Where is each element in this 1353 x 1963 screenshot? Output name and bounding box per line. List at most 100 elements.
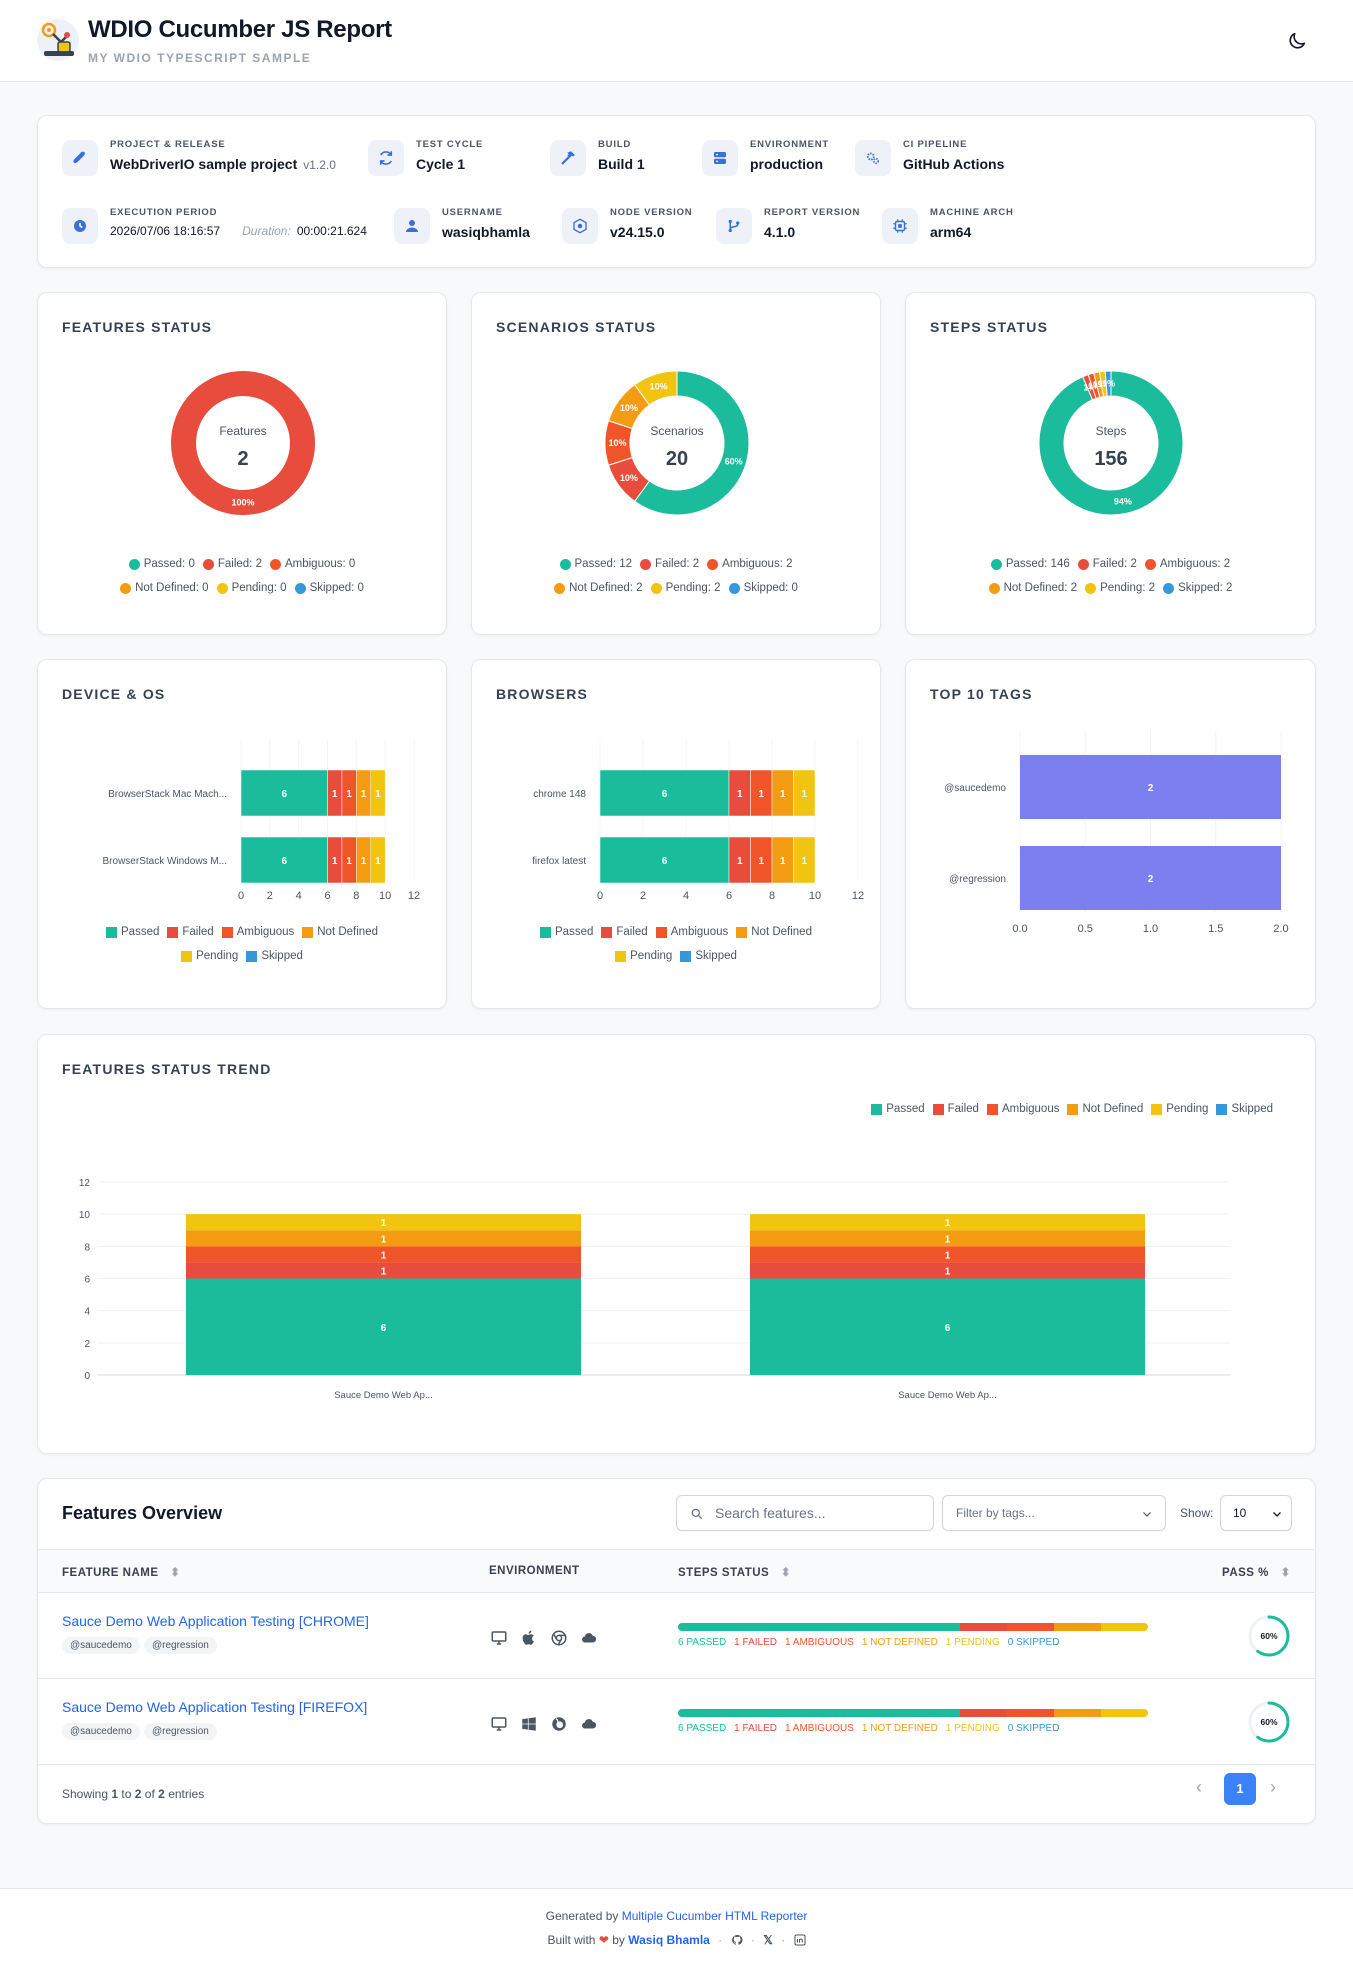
legend-item: Not Defined: [302, 926, 378, 938]
y-tick-label: 6: [84, 1275, 90, 1286]
legend-swatch: [736, 926, 748, 938]
metadata-card: PROJECT & RELEASE WebDriverIO sample pro…: [37, 115, 1316, 268]
donut-center-total: 156: [1094, 448, 1127, 470]
donut-slice-passed: [633, 370, 750, 516]
bar-data-label: 1: [758, 789, 764, 800]
author-link[interactable]: Wasiq Bhamla: [628, 1933, 710, 1947]
bar-data-label: 1: [375, 856, 381, 867]
bar-data-label: 1: [801, 789, 807, 800]
bar-data-label: 1: [737, 856, 743, 867]
bar-data-label: 1: [801, 856, 807, 867]
col-feature-name[interactable]: FEATURE NAME ⬍: [62, 1567, 181, 1579]
table-row: Sauce Demo Web Application Testing [CHRO…: [38, 1593, 1315, 1679]
y-tick-label: 8: [84, 1242, 90, 1253]
donut-data-label: 1%: [1093, 380, 1106, 390]
x-tick-label: 4: [296, 890, 302, 902]
tag-filter-select[interactable]: Filter by tags...: [942, 1495, 1166, 1531]
bar-data-label: 6: [281, 856, 287, 867]
ring-progress: [1248, 1701, 1290, 1743]
github-icon[interactable]: [731, 1934, 743, 1946]
device-os-card: DEVICE & OS 0 2 4 6 8 10 12 BrowserStack Mac Ma…: [37, 659, 447, 1009]
page-1-button[interactable]: 1: [1224, 1773, 1256, 1805]
steps-segment-not_defined: [1054, 1709, 1101, 1717]
tag-filter-placeholder: Filter by tags...: [956, 1506, 1035, 1520]
legend-dot: [120, 582, 132, 594]
steps-segment-pending: [1101, 1709, 1148, 1717]
steps-status-labels: 6 PASSED 1 FAILED 1 AMBIGUOUS 1 NOT DEFINED…: [678, 1637, 1067, 1648]
legend-item: Failed: [601, 926, 648, 938]
steps-count-label: 1 PENDING: [945, 1637, 1000, 1648]
donut-data-label: 60%: [725, 456, 743, 466]
legend-dot: [216, 582, 228, 594]
legend-dot: [990, 558, 1002, 570]
search-input[interactable]: Search features...: [676, 1495, 934, 1531]
x-tick-label: 8: [769, 890, 775, 902]
donut-data-label: 10%: [608, 438, 626, 448]
legend-item: Not Defined: 2: [988, 582, 1077, 594]
legend-item: Not Defined: 0: [120, 582, 209, 594]
browsers-card: BROWSERS 0 2 4 6 8 10 12 chrome 148 6 1 1 1 1 firefox…: [471, 659, 881, 1009]
tag-bar: [1020, 846, 1281, 910]
x-tick-label: Sauce Demo Web Ap...: [898, 1390, 997, 1401]
legend-dot: [294, 582, 306, 594]
donut-center-label: Scenarios: [650, 424, 703, 438]
arch-value: arm64: [930, 224, 972, 240]
legend-item: Not Defined: 2: [554, 582, 643, 594]
col-steps-status[interactable]: STEPS STATUS ⬍: [678, 1567, 792, 1579]
scenarios-status-card: SCENARIOS STATUS 60% 10% 10% 10% 10% Scenario…: [471, 292, 881, 635]
x-tick-label: 0: [597, 890, 603, 902]
x-tick-label: 2: [267, 890, 273, 902]
donut-slice-failed: [171, 371, 315, 515]
legend-swatch: [932, 1103, 944, 1115]
generator-link[interactable]: Multiple Cucumber HTML Reporter: [621, 1909, 808, 1923]
steps-segment-passed: [678, 1623, 960, 1631]
apple-icon: [522, 1630, 534, 1645]
steps-count-label: 1 PENDING: [945, 1723, 1000, 1734]
x-twitter-icon[interactable]: 𝕏: [763, 1933, 773, 1947]
legend-dot: [728, 582, 740, 594]
donut-slice-skipped: [1104, 370, 1112, 397]
duration-label: Duration:: [242, 224, 291, 238]
legend-item: Ambiguous: 0: [269, 558, 355, 570]
bar-segment-passed: [240, 836, 328, 884]
steps-status-title: STEPS STATUS: [930, 319, 1049, 335]
x-tick-label: 2: [640, 890, 646, 902]
legend-item: Ambiguous: 2: [707, 558, 792, 570]
desktop-icon: [491, 1631, 507, 1645]
linkedin-icon[interactable]: [794, 1934, 806, 1946]
page-size-select[interactable]: 10: [1220, 1495, 1292, 1531]
legend-item: Pending: 2: [650, 582, 721, 594]
legend-item: Passed: 12: [559, 558, 632, 570]
tag-badge: @regression: [144, 1723, 217, 1740]
server-icon: [702, 140, 738, 176]
next-page-button[interactable]: ›: [1270, 1777, 1276, 1797]
device-os-title: DEVICE & OS: [62, 686, 166, 702]
x-tick-label: 8: [353, 890, 359, 902]
rocket-icon: [62, 140, 98, 176]
donut-data-label: 1%: [1097, 379, 1110, 389]
y-tick-label: 10: [79, 1210, 91, 1221]
legend-item: Skipped: [680, 950, 737, 962]
cloud-icon: [582, 1633, 597, 1643]
sort-icon: ⬍: [170, 1567, 181, 1579]
legend-item: Pending: 2: [1085, 582, 1155, 594]
legend-swatch: [601, 926, 613, 938]
bar-segment-not_defined: [186, 1230, 581, 1247]
legend-item: Passed: [106, 926, 159, 938]
bar-data-label: 1: [780, 789, 786, 800]
moon-icon[interactable]: [1286, 30, 1308, 52]
feature-link[interactable]: Sauce Demo Web Application Testing [CHRO…: [62, 1613, 369, 1629]
table-row: Sauce Demo Web Application Testing [FIRE…: [38, 1679, 1315, 1765]
legend-swatch: [167, 926, 179, 938]
feature-link[interactable]: Sauce Demo Web Application Testing [FIRE…: [62, 1699, 368, 1715]
legend-swatch: [302, 926, 314, 938]
desktop-icon: [491, 1717, 507, 1731]
device-os-legend-row1: Passed Failed Ambiguous Not Defined: [38, 926, 446, 941]
report-title: WDIO Cucumber JS Report: [88, 16, 392, 43]
refresh-icon: [368, 140, 404, 176]
bar-segment-failed: [186, 1262, 581, 1279]
legend-swatch: [106, 926, 118, 938]
prev-page-button[interactable]: ‹: [1196, 1777, 1202, 1797]
legend-item: Not Defined: [736, 926, 812, 938]
col-pass-percent[interactable]: PASS % ⬍: [1222, 1567, 1291, 1579]
